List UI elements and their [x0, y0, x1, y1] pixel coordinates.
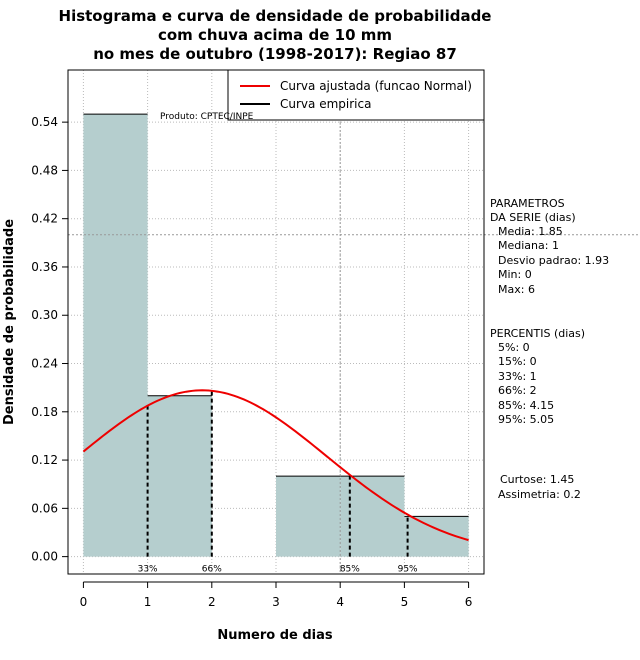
parametros-heading-2: DA SERIE (dias) [490, 211, 576, 224]
reference-lines [68, 70, 640, 574]
product-label: Produto: CPTEC/INPE [160, 112, 254, 122]
fitted-curve [82, 389, 469, 542]
x-tick-label: 4 [336, 595, 344, 609]
histogram-bar [147, 395, 212, 557]
empirical-curve-markers [146, 390, 409, 557]
x-tick-label: 5 [401, 595, 409, 609]
percentile-labels: 33% 66% 85% 95% [138, 565, 418, 575]
chart-title: Histograma e curva de densidade de proba… [59, 7, 492, 63]
parametros-media: Media: 1.85 [498, 225, 563, 238]
legend-empirical-label: Curva empirica [280, 97, 371, 111]
legend: Curva ajustada (funcao Normal) Curva emp… [227, 69, 485, 121]
y-tick-label: 0.48 [31, 163, 58, 177]
x-tick-label: 3 [272, 595, 280, 609]
stats-panel: PARAMETROS DA SERIE (dias) Media: 1.85 M… [490, 197, 609, 501]
parametros-heading-1: PARAMETROS [490, 197, 565, 210]
fitted-normal-curve [82, 389, 469, 542]
y-tick-label: 0.18 [31, 405, 58, 419]
parametros-min: Min: 0 [498, 268, 532, 281]
percentis-95: 95%: 5.05 [498, 413, 554, 426]
percentis-15: 15%: 0 [498, 355, 537, 368]
percentile-label: 66% [202, 565, 222, 575]
y-tick-label: 0.24 [31, 357, 58, 371]
y-tick-label: 0.42 [31, 212, 58, 226]
legend-box [227, 69, 485, 121]
x-tick-label: 0 [80, 595, 88, 609]
percentis-85: 85%: 4.15 [498, 399, 554, 412]
percentile-label: 85% [340, 565, 360, 575]
histogram-bar [340, 476, 405, 557]
parametros-max: Max: 6 [498, 283, 535, 296]
percentile-label: 95% [398, 565, 418, 575]
y-tick-label: 0.54 [31, 115, 58, 129]
y-tick-label: 0.36 [31, 260, 58, 274]
percentile-label: 33% [138, 565, 158, 575]
percentis-66: 66%: 2 [498, 384, 537, 397]
x-axis-title: Numero de dias [217, 628, 333, 643]
title-line-2: com chuva acima de 10 mm [158, 26, 392, 44]
y-axis-title: Densidade de probabilidade [2, 219, 17, 425]
histogram-bar [276, 476, 341, 557]
y-tick-label: 0.30 [31, 308, 58, 322]
parametros-mediana: Mediana: 1 [498, 239, 559, 252]
x-tick-label: 6 [465, 595, 473, 609]
percentis-5: 5%: 0 [498, 341, 530, 354]
y-tick-label: 0.00 [31, 550, 58, 564]
curtose-value: Curtose: 1.45 [500, 473, 574, 486]
histogram-bar [83, 114, 148, 557]
y-tick-label: 0.12 [31, 453, 58, 467]
percentis-33: 33%: 1 [498, 370, 537, 383]
title-line-1: Histograma e curva de densidade de proba… [59, 7, 492, 25]
y-tick-label: 0.06 [31, 501, 58, 515]
title-line-3: no mes de outubro (1998-2017): Regiao 87 [93, 45, 457, 63]
x-tick-label: 2 [208, 595, 216, 609]
parametros-desvio: Desvio padrao: 1.93 [498, 254, 609, 267]
x-axis: 0 1 2 3 4 5 6 [80, 581, 473, 609]
assimetria-value: Assimetria: 0.2 [498, 488, 581, 501]
legend-fitted-label: Curva ajustada (funcao Normal) [280, 79, 472, 93]
histogram-bars [83, 113, 469, 557]
percentis-heading: PERCENTIS (dias) [490, 327, 585, 340]
y-axis: 0.00 0.06 0.12 0.18 0.24 0.30 0.36 0.42 0.48 0.54 [31, 115, 69, 564]
x-tick-label: 1 [144, 595, 152, 609]
